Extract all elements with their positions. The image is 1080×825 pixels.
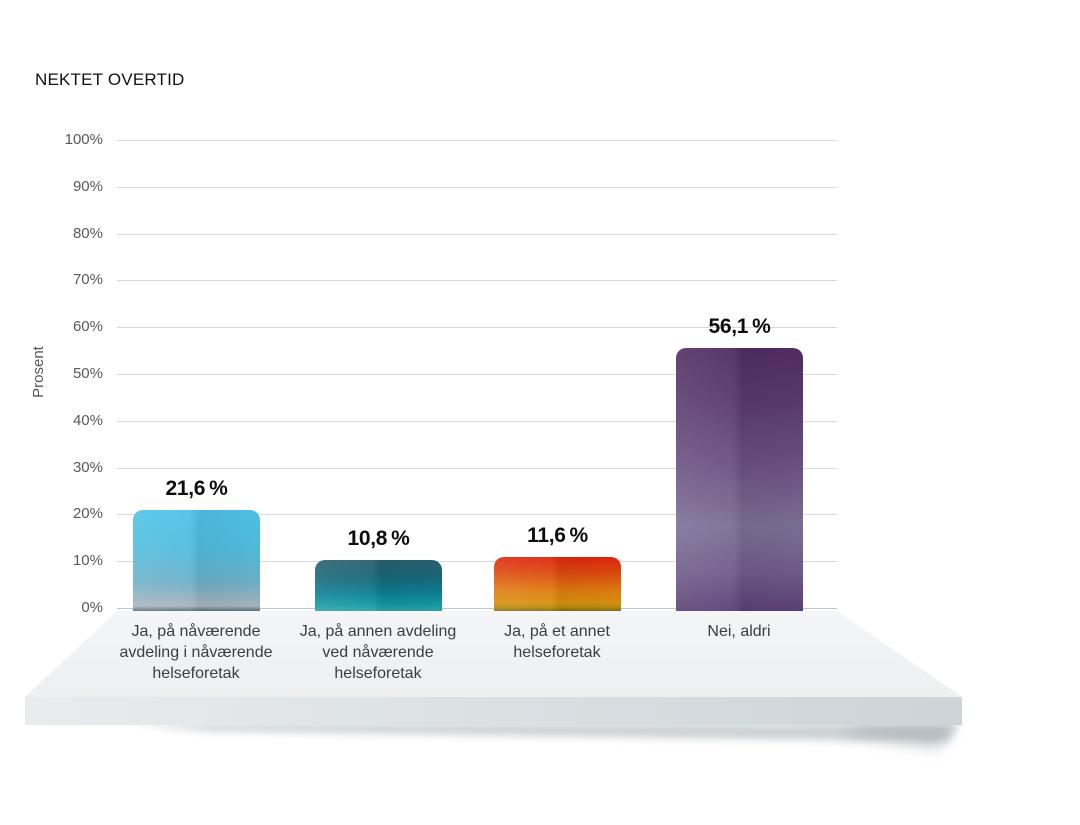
category-label-line: helseforetak	[152, 665, 240, 682]
y-tick-label-10: 10%	[72, 552, 103, 569]
bar-value-label-1: 21,6 %	[165, 477, 228, 500]
y-tick-label-0: 0%	[81, 599, 103, 616]
gridline-80	[117, 234, 837, 235]
chart-title: NEKTET OVERTID	[35, 70, 185, 89]
gridline-30	[117, 468, 837, 469]
gridline-90	[117, 187, 837, 188]
bar-1	[133, 510, 260, 611]
gridline-100	[117, 140, 837, 141]
gridline-70	[117, 280, 837, 281]
y-tick-label-100: 100%	[64, 131, 103, 148]
category-label-3: Ja, på et annet helseforetak	[452, 621, 662, 663]
category-label-2: Ja, på annen avdeling ved nåværende helsef…	[273, 621, 483, 684]
category-label-line: Nei, aldri	[707, 623, 771, 640]
category-label-1: Ja, på nåværende avdeling i nåværende hels…	[91, 621, 301, 684]
y-tick-label-20: 20%	[72, 505, 103, 522]
bar-4	[676, 348, 803, 611]
gridline-0	[117, 608, 837, 609]
category-label-line: ved nåværende	[322, 644, 434, 661]
y-tick-label-90: 90%	[72, 178, 103, 195]
gridline-60	[117, 327, 837, 328]
gridline-50	[117, 374, 837, 375]
bar-value-label-2: 10,8 %	[347, 527, 410, 550]
y-tick-label-50: 50%	[72, 365, 103, 382]
gridline-10	[117, 561, 837, 562]
bar-2	[315, 560, 442, 611]
gridline-20	[117, 514, 837, 515]
category-label-line: helseforetak	[334, 665, 422, 682]
gridline-40	[117, 421, 837, 422]
category-label-4: Nei, aldri	[634, 621, 844, 642]
category-label-line: helseforetak	[513, 644, 601, 661]
bar-3	[494, 557, 621, 611]
y-tick-label-60: 60%	[72, 318, 103, 335]
bar-value-label-4: 56,1 %	[708, 315, 771, 338]
bar-value-label-3: 11,6 %	[527, 524, 588, 547]
y-tick-label-80: 80%	[72, 225, 103, 242]
y-tick-label-30: 30%	[72, 459, 103, 476]
y-tick-label-70: 70%	[72, 271, 103, 288]
category-label-line: Ja, på annen avdeling	[299, 623, 457, 640]
y-tick-label-40: 40%	[72, 412, 103, 429]
category-label-line: avdeling i nåværende	[119, 644, 273, 661]
category-label-line: Ja, på et annet	[504, 623, 610, 640]
category-label-line: Ja, på nåværende	[131, 623, 261, 640]
